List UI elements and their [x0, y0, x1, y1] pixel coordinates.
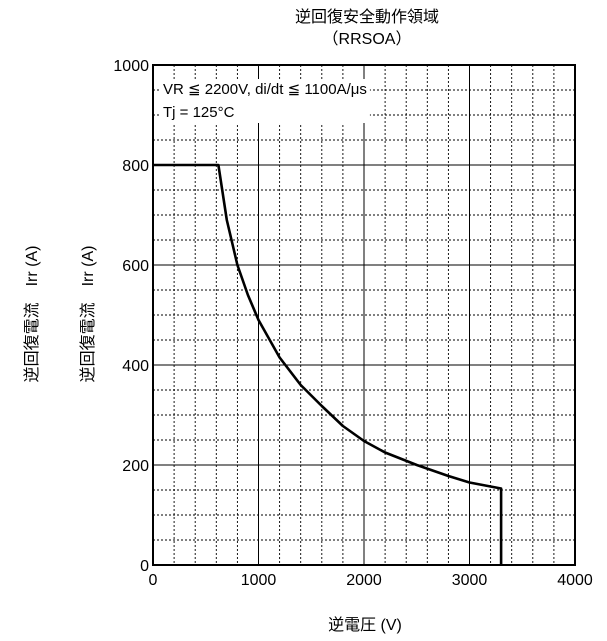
annotation-temperature: Tj = 125°C: [163, 104, 235, 121]
y-tick-label: 1000: [113, 58, 149, 75]
y-tick-label: 800: [122, 158, 149, 175]
y-tick-label: 0: [140, 558, 149, 575]
grid-lines: [153, 65, 575, 565]
y-tick-label: 400: [122, 358, 149, 375]
plot-frame: [152, 64, 576, 566]
x-axis-label: 逆電圧 (V): [328, 616, 402, 634]
x-tick-label: 3000: [452, 572, 488, 589]
y-axis-label-repeat: 逆回復電流 Irr (A): [79, 246, 97, 383]
annotation-conditions: VR ≦ 2200V, di/dt ≦ 1100A/μs: [163, 81, 367, 98]
chart-title: 逆回復安全動作領域: [295, 8, 439, 26]
x-tick-label: 4000: [557, 572, 593, 589]
series-line: [153, 163, 503, 565]
annotation-background: [160, 79, 370, 123]
y-tick-label: 600: [122, 258, 149, 275]
x-tick-label: 0: [149, 572, 158, 589]
x-tick-label: 1000: [241, 572, 277, 589]
chart-subtitle: （RRSOA）: [323, 30, 412, 48]
tick-labels: 0 1000 2000 3000 4000 0 200 400 600 800 1000: [113, 58, 592, 589]
x-tick-label: 2000: [346, 572, 382, 589]
y-tick-label: 200: [122, 458, 149, 475]
y-axis-label: 逆回復電流 Irr (A): [23, 246, 41, 383]
